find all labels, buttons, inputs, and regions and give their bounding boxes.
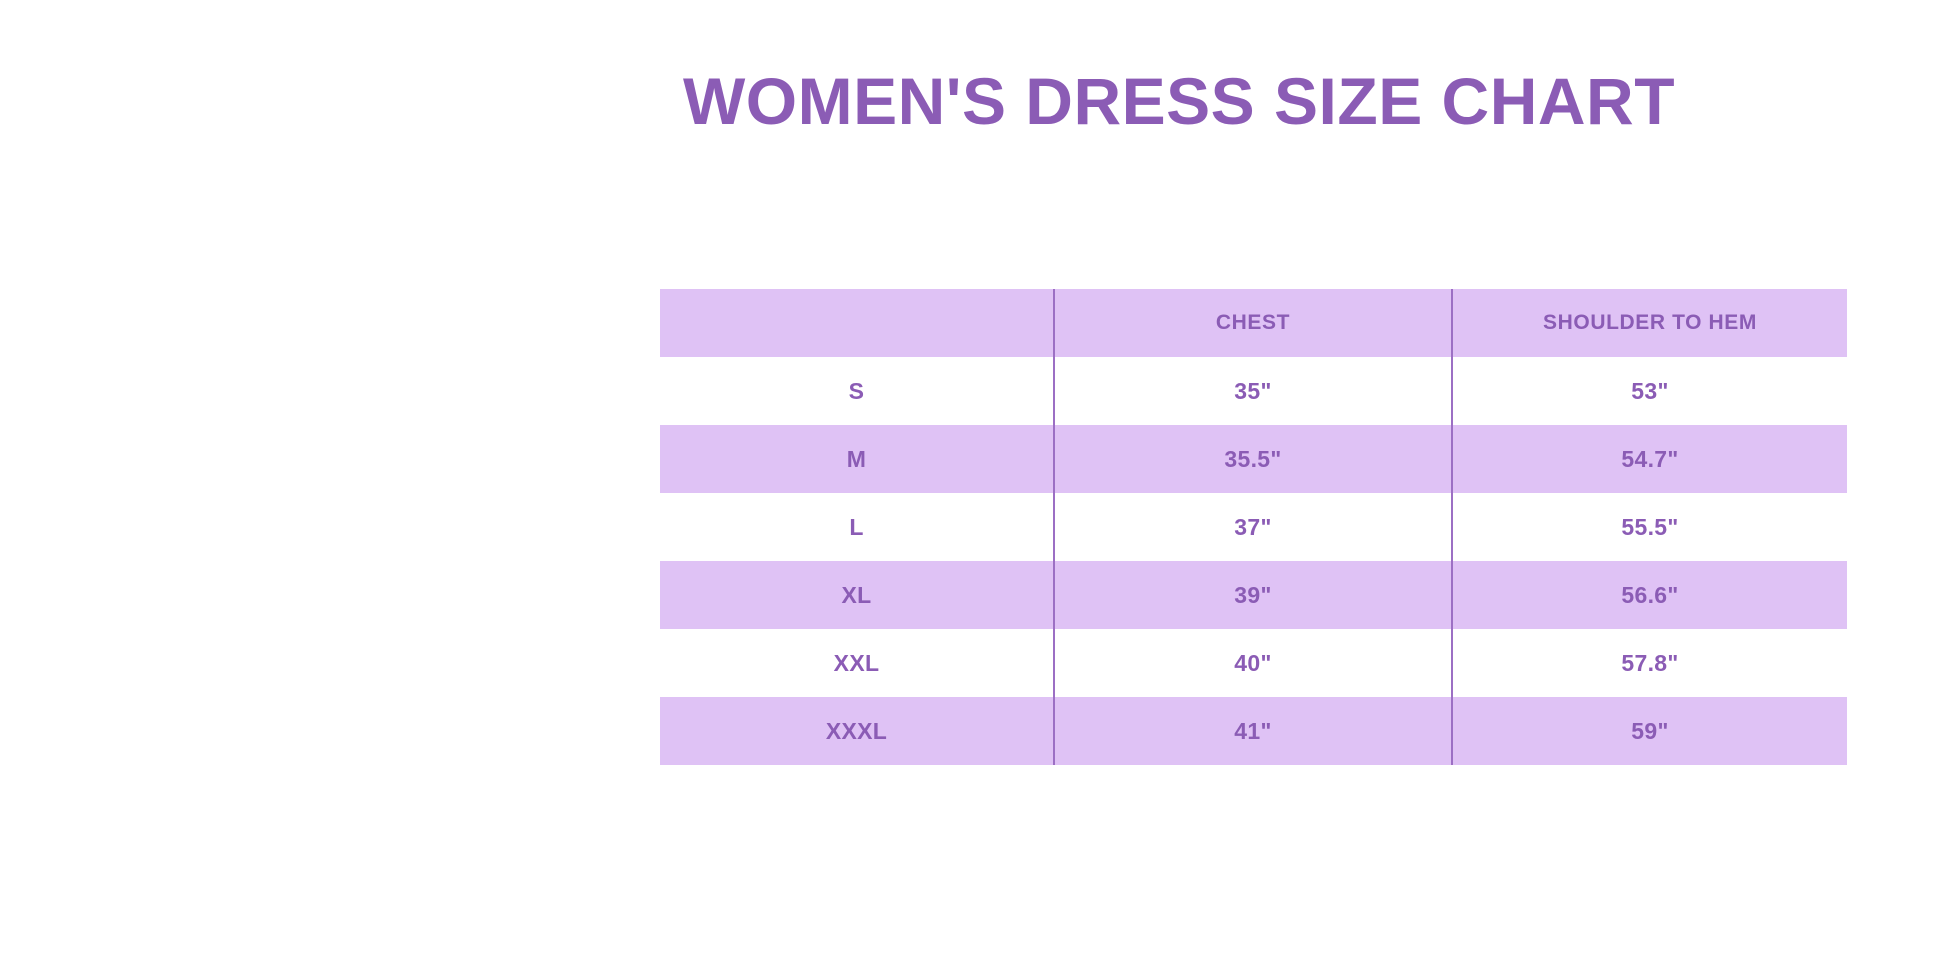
size-chart-table: CHEST SHOULDER TO HEM S 35" 53" M 35.5" … xyxy=(660,289,1847,765)
column-header-shoulder-to-hem: SHOULDER TO HEM xyxy=(1451,289,1847,357)
cell-chest: 41" xyxy=(1053,697,1452,765)
cell-chest: 35" xyxy=(1053,357,1452,425)
table-row: XXXL 41" 59" xyxy=(660,697,1847,765)
table-row: XL 39" 56.6" xyxy=(660,561,1847,629)
cell-size: XXXL xyxy=(660,697,1054,765)
page-title: WOMEN'S DRESS SIZE CHART xyxy=(0,68,1946,134)
cell-shoulder-to-hem: 53" xyxy=(1451,357,1847,425)
column-header-chest: CHEST xyxy=(1053,289,1452,357)
cell-size: L xyxy=(660,493,1054,561)
cell-shoulder-to-hem: 56.6" xyxy=(1451,561,1847,629)
cell-shoulder-to-hem: 57.8" xyxy=(1451,629,1847,697)
cell-chest: 39" xyxy=(1053,561,1452,629)
cell-size: XL xyxy=(660,561,1054,629)
cell-size: S xyxy=(660,357,1054,425)
cell-chest: 35.5" xyxy=(1053,425,1452,493)
table-body: S 35" 53" M 35.5" 54.7" L 37" 55.5" XL 3… xyxy=(660,357,1847,765)
cell-size: M xyxy=(660,425,1054,493)
cell-size: XXL xyxy=(660,629,1054,697)
table-row: XXL 40" 57.8" xyxy=(660,629,1847,697)
cell-shoulder-to-hem: 59" xyxy=(1451,697,1847,765)
column-header-size xyxy=(660,289,1054,357)
table-header-row: CHEST SHOULDER TO HEM xyxy=(660,289,1847,357)
table-header: CHEST SHOULDER TO HEM xyxy=(660,289,1847,357)
table-row: M 35.5" 54.7" xyxy=(660,425,1847,493)
cell-chest: 40" xyxy=(1053,629,1452,697)
cell-shoulder-to-hem: 55.5" xyxy=(1451,493,1847,561)
table-row: L 37" 55.5" xyxy=(660,493,1847,561)
cell-chest: 37" xyxy=(1053,493,1452,561)
table-row: S 35" 53" xyxy=(660,357,1847,425)
cell-shoulder-to-hem: 54.7" xyxy=(1451,425,1847,493)
page-title-text: WOMEN'S DRESS SIZE CHART xyxy=(682,64,1676,138)
